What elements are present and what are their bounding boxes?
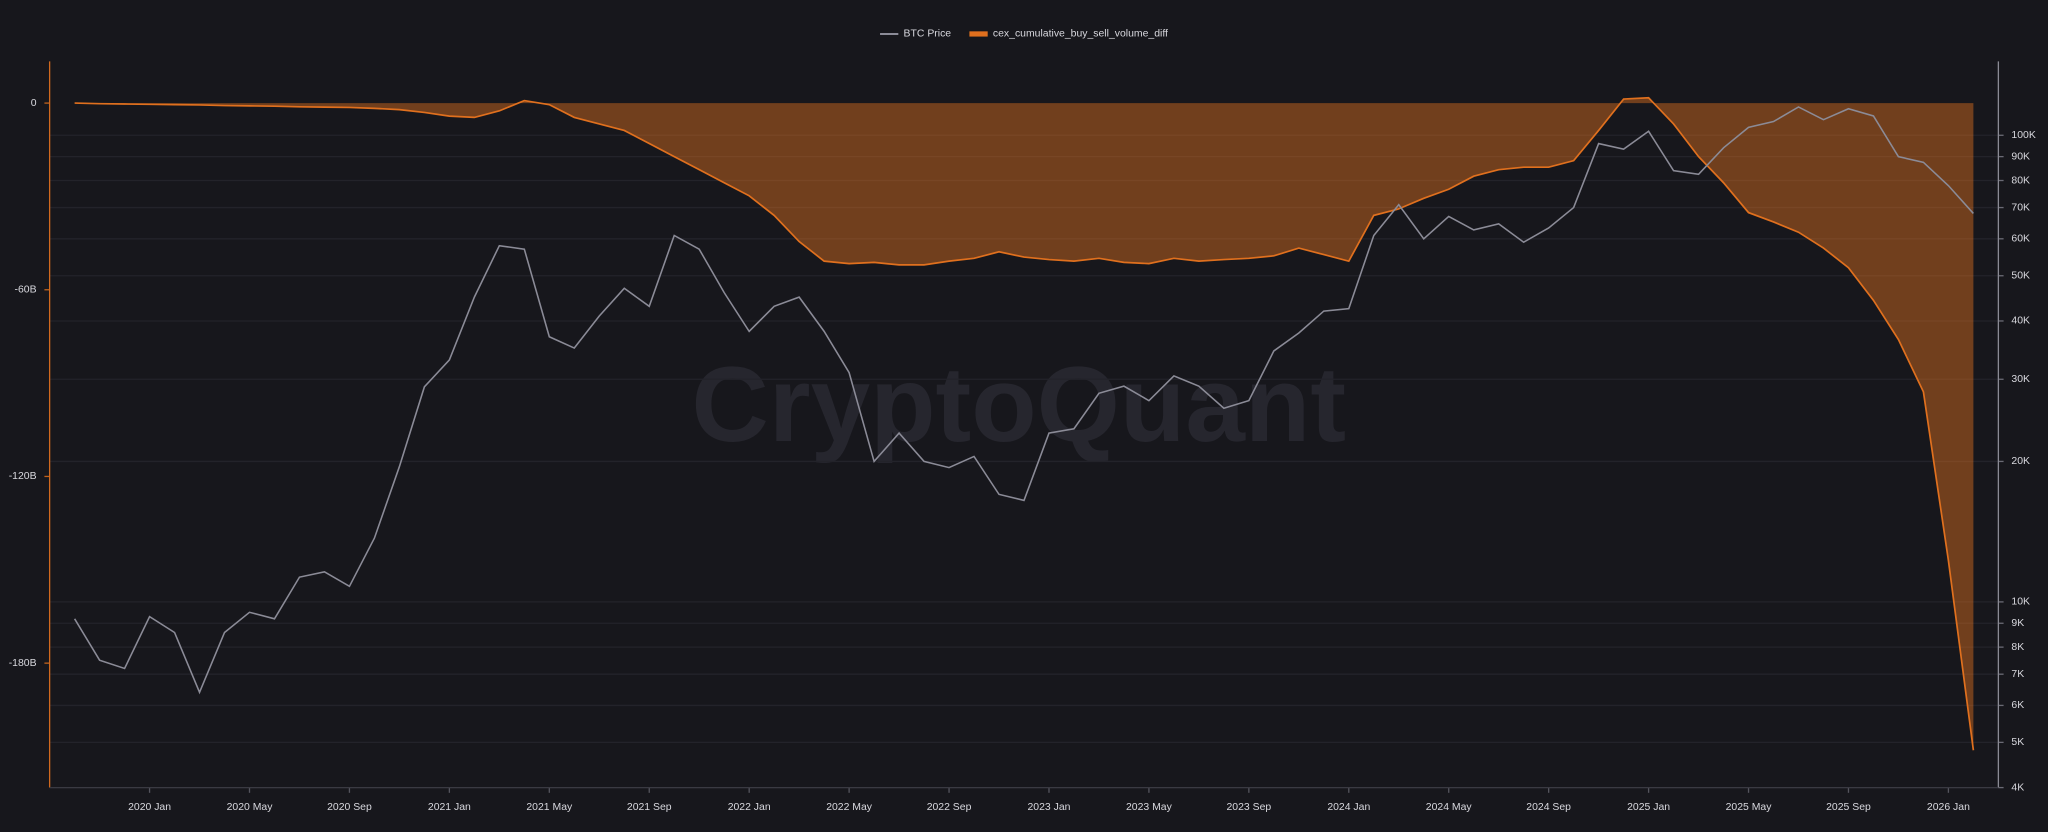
y2-tick-label: 6K <box>2011 700 2024 711</box>
y-tick-label: -180B <box>9 658 37 669</box>
x-tick-label: 2024 May <box>1426 802 1473 813</box>
y2-tick-label: 90K <box>2011 151 2030 162</box>
x-tick-label: 2024 Sep <box>1526 802 1571 813</box>
y-tick-label: 0 <box>31 98 37 109</box>
y2-tick-label: 10K <box>2011 597 2030 608</box>
y2-tick-label: 4K <box>2011 782 2024 793</box>
y2-tick-label: 80K <box>2011 175 2030 186</box>
y2-tick-label: 50K <box>2011 271 2030 282</box>
x-tick-label: 2021 Jan <box>428 802 471 813</box>
y-tick-label: -120B <box>9 471 37 482</box>
axes: 4K 5K 6K 7K 8K 9K 10K 20K 30K 40K 50K 60K 70K 80K 90K 1… <box>9 61 2036 813</box>
grid <box>49 134 1999 789</box>
y2-tick-label: 40K <box>2011 316 2030 327</box>
x-tick-label: 2026 Jan <box>1927 802 1970 813</box>
x-tick-label: 2024 Jan <box>1327 802 1370 813</box>
plot <box>73 96 1975 751</box>
y2-tick-label: 70K <box>2011 202 2030 213</box>
y-tick-label: -60B <box>15 285 37 296</box>
x-tick-label: 2022 Sep <box>927 802 972 813</box>
legend-label: BTC Price <box>904 29 952 40</box>
x-tick-label: 2022 May <box>826 802 873 813</box>
x-tick-label: 2022 Jan <box>728 802 771 813</box>
x-tick-label: 2025 Sep <box>1826 802 1871 813</box>
legend: BTC Price cex_cumulative_buy_sell_volume_… <box>880 29 1168 40</box>
y2-tick-label: 7K <box>2011 669 2024 680</box>
y2-tick-label: 20K <box>2011 456 2030 467</box>
legend-label: cex_cumulative_buy_sell_volume_diff <box>993 29 1168 40</box>
y2-tick-label: 8K <box>2011 642 2024 653</box>
x-tick-label: 2023 Sep <box>1227 802 1272 813</box>
x-tick-label: 2021 Sep <box>627 802 672 813</box>
x-tick-label: 2023 May <box>1126 802 1173 813</box>
y2-tick-label: 9K <box>2011 618 2024 629</box>
y2-tick-label: 60K <box>2011 234 2030 245</box>
x-tick-label: 2025 May <box>1726 802 1773 813</box>
watermark: CryptoQuant <box>692 344 1346 464</box>
area-line <box>74 96 1975 751</box>
x-tick-label: 2023 Jan <box>1028 802 1071 813</box>
x-tick-label: 2020 Jan <box>128 802 171 813</box>
y2-tick-label: 100K <box>2011 130 2035 141</box>
x-tick-label: 2021 May <box>526 802 573 813</box>
x-tick-label: 2025 Jan <box>1627 802 1670 813</box>
x-tick-label: 2020 May <box>227 802 274 813</box>
area-fill <box>74 97 1974 751</box>
legend-swatch <box>969 31 988 37</box>
price-line <box>73 106 1974 695</box>
y2-tick-label: 5K <box>2011 737 2024 748</box>
y2-tick-label: 30K <box>2011 374 2030 385</box>
x-tick-label: 2020 Sep <box>327 802 372 813</box>
